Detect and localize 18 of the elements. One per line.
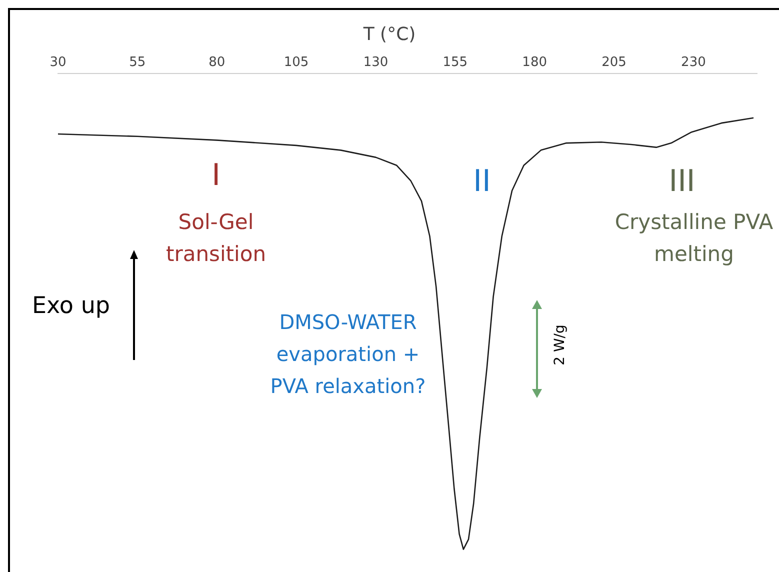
- annotation: Crystalline PVA melting: [614, 209, 774, 268]
- x-tick-label: 155: [442, 55, 468, 70]
- x-tick-label: 55: [129, 55, 146, 70]
- x-tick-label: 130: [363, 55, 388, 70]
- annotation: III: [668, 164, 696, 199]
- annotation: DMSO-WATER evaporation + PVA relaxation?: [269, 309, 427, 400]
- x-tick-label: 105: [284, 55, 309, 70]
- x-tick-label: 30: [50, 55, 66, 70]
- annotation: I: [210, 158, 222, 193]
- x-tick-label: 80: [208, 55, 226, 70]
- x-tick-label: 205: [602, 55, 626, 70]
- annotation: Sol-Gel transition: [164, 209, 268, 268]
- annotation: Exo up: [31, 292, 111, 321]
- x-tick-label: 180: [522, 55, 548, 70]
- annotation: II: [472, 164, 492, 199]
- x-axis-title: T (°C): [362, 24, 417, 45]
- x-tick-label: 230: [681, 55, 706, 70]
- annotation: 2 W/g: [551, 324, 569, 368]
